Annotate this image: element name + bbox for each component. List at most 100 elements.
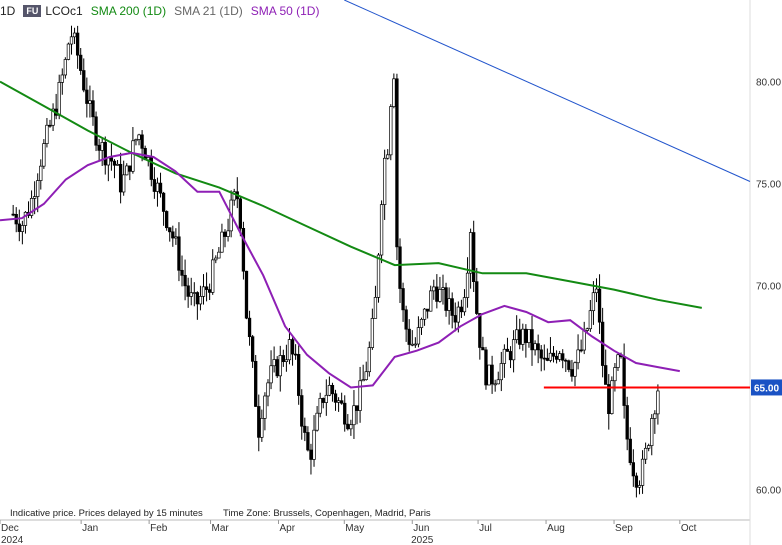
candle-body [631,462,635,477]
candle-body [597,288,602,323]
candle-body [643,447,648,460]
x-tick-label: Sep [615,523,633,534]
candle-body [401,288,405,311]
candle-body [637,485,642,488]
candle-body [318,397,322,414]
candle-body [82,70,86,91]
candle-body [223,231,227,237]
candle-body [367,347,371,373]
candle-body [588,310,593,330]
candle-body [447,298,451,311]
candle-body [128,165,132,172]
candle-body [343,402,347,425]
candle-body [109,157,114,162]
candle-body [462,297,467,313]
candle-body [551,352,556,357]
candle-body [134,139,138,142]
candle-body [263,395,267,419]
candle-body [330,384,335,395]
x-year-label: 2024 [1,535,24,545]
candle-body [79,54,83,71]
candle-body [300,395,304,427]
timezone-note: Time Zone: Brussels, Copenhagen, Madrid,… [223,508,431,519]
x-tick-label: Mar [212,523,230,534]
symbol-label[interactable]: LCOc1 [45,4,83,18]
candle-body [459,306,464,313]
candle-body [11,213,15,216]
candle-body [155,182,160,192]
candle-body [582,330,586,351]
candle-body [125,165,129,176]
candle-body [321,397,325,403]
y-tick-label: 80.00 [756,78,781,89]
candle-body [416,327,421,345]
sma50-legend[interactable]: SMA 50 (1D) [250,4,320,18]
candle-body [97,144,101,151]
interval-label[interactable]: 1D [0,4,16,18]
candle-body [168,227,172,233]
price-tag-label: 65.00 [754,383,779,394]
trend-line[interactable] [344,0,751,182]
candle-body [389,106,393,156]
candle-body [628,438,632,463]
candle-body [616,354,620,368]
candle-body [260,418,264,438]
candle-body [23,211,28,226]
candle-body [278,355,282,377]
candle-body [312,429,316,460]
candle-body [257,406,261,438]
candle-body [499,363,503,381]
candle-body [647,445,651,449]
candle-body [183,274,187,287]
candle-body [214,257,218,261]
candle-body [247,317,252,338]
candle-body [69,36,74,45]
candle-body [413,343,418,346]
candle-body [478,313,482,348]
sma200-legend[interactable]: SMA 200 (1D) [90,4,167,18]
candle-body [45,124,49,144]
candle-body [496,379,500,385]
candle-body [198,296,203,305]
candle-body [42,143,46,167]
candle-body [591,292,596,312]
candle-body [425,308,430,312]
candle-body [161,192,166,212]
candle-body [303,425,307,433]
candle-body [112,160,117,166]
candle-body [158,182,163,194]
x-tick-label: Apr [280,523,296,534]
candle-body [610,380,614,415]
candle-body [438,289,442,302]
candle-body [456,306,460,323]
x-tick-label: Jan [82,523,98,534]
candle-body [539,349,543,359]
candle-body [309,449,313,460]
candle-body [468,232,473,274]
sma200-line [0,80,702,309]
candle-body [407,328,411,345]
candle-body [576,349,580,364]
candle-body [545,357,550,361]
candle-body [567,360,571,370]
candle-body [254,360,258,407]
candle-body [266,382,270,397]
candle-body [404,309,408,330]
candle-body [554,355,559,360]
candle-body [36,180,40,197]
candle-body [100,142,104,151]
candle-body [269,365,273,384]
candle-body [57,82,61,116]
candle-body [201,286,206,297]
candle-body [192,292,196,294]
y-axis-ticks: 60.00 65.00 70.00 75.00 80.00 [756,78,781,497]
candle-body [60,74,64,83]
candle-body [579,349,583,352]
candle-body [625,405,629,440]
candle-body [376,254,381,298]
candle-body [490,364,494,385]
candle-body [530,329,534,351]
candle-body [358,380,362,411]
sma21-legend[interactable]: SMA 21 (1D) [174,4,243,18]
